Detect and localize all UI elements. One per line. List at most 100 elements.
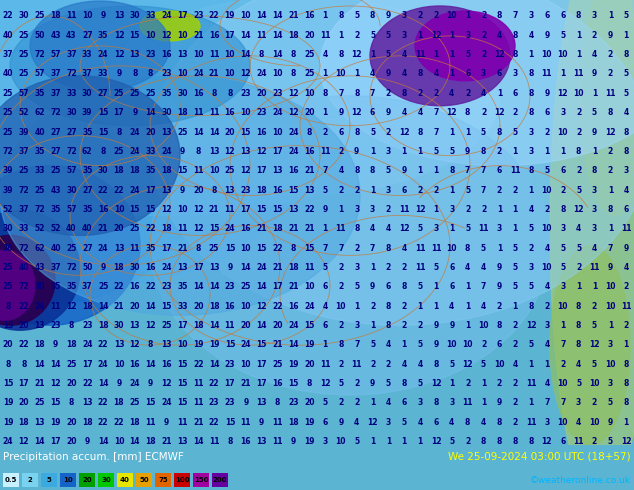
Text: 1: 1 (322, 108, 328, 117)
Text: 15: 15 (256, 341, 267, 349)
Text: 10: 10 (589, 417, 600, 427)
Text: 13: 13 (256, 398, 267, 407)
Text: 4: 4 (417, 108, 423, 117)
Text: 7: 7 (560, 398, 566, 407)
Text: 2: 2 (433, 89, 439, 98)
Bar (60, 473, 76, 487)
Text: 6: 6 (560, 437, 566, 446)
Text: 1: 1 (544, 147, 550, 156)
Text: 11: 11 (50, 302, 61, 311)
Text: 5: 5 (513, 263, 518, 272)
Text: 11: 11 (621, 224, 631, 233)
Text: 19: 19 (304, 341, 314, 349)
Text: 6: 6 (560, 11, 566, 21)
Text: 3: 3 (322, 437, 328, 446)
Text: 2: 2 (544, 127, 550, 137)
Text: 9: 9 (449, 321, 455, 330)
Text: 1: 1 (607, 224, 613, 233)
Text: 3: 3 (576, 398, 581, 407)
Text: 10: 10 (557, 127, 568, 137)
Text: 4: 4 (449, 417, 455, 427)
Text: 18: 18 (193, 321, 204, 330)
Text: 62: 62 (34, 244, 45, 252)
Text: 19: 19 (304, 437, 314, 446)
Bar (79, 473, 95, 487)
Text: 25: 25 (129, 89, 140, 98)
Text: 2: 2 (354, 379, 359, 388)
Text: 52: 52 (18, 108, 29, 117)
Text: 1: 1 (322, 341, 328, 349)
Text: 4: 4 (385, 224, 391, 233)
Text: 18: 18 (256, 186, 267, 195)
Text: 8: 8 (195, 147, 201, 156)
Text: 10: 10 (541, 263, 552, 272)
Ellipse shape (0, 250, 35, 320)
Text: 10: 10 (557, 50, 568, 59)
Text: 57: 57 (66, 166, 77, 175)
Text: 13: 13 (209, 263, 219, 272)
Text: 12: 12 (430, 31, 441, 40)
Text: 21: 21 (161, 437, 172, 446)
Text: 2: 2 (481, 341, 486, 349)
Text: 18: 18 (288, 417, 299, 427)
Text: 9: 9 (53, 341, 58, 349)
Text: 37: 37 (50, 89, 61, 98)
Text: 12: 12 (446, 108, 457, 117)
Text: 8: 8 (528, 70, 534, 78)
Ellipse shape (150, 96, 550, 395)
Text: 10: 10 (240, 360, 251, 368)
Text: 5: 5 (418, 282, 423, 291)
Text: 20: 20 (66, 417, 77, 427)
Text: 16: 16 (193, 89, 204, 98)
Text: 24: 24 (256, 263, 267, 272)
Text: 15: 15 (224, 417, 235, 427)
Text: 21: 21 (288, 282, 299, 291)
Ellipse shape (320, 0, 634, 166)
Text: 72: 72 (66, 147, 77, 156)
Text: 14: 14 (256, 282, 267, 291)
Text: 27: 27 (82, 31, 93, 40)
Text: 4: 4 (544, 282, 550, 291)
Text: 5: 5 (513, 127, 518, 137)
Text: 20: 20 (304, 398, 314, 407)
Text: 30: 30 (113, 321, 124, 330)
Text: 72: 72 (18, 244, 29, 252)
Text: 8: 8 (385, 302, 391, 311)
Text: 14: 14 (145, 302, 156, 311)
Text: 18: 18 (113, 166, 124, 175)
Text: 3: 3 (385, 147, 391, 156)
Text: 18: 18 (98, 321, 108, 330)
Text: 11: 11 (351, 360, 362, 368)
Text: 2: 2 (354, 398, 359, 407)
Text: 13: 13 (209, 147, 219, 156)
Text: 8: 8 (512, 50, 518, 59)
Text: 30: 30 (3, 244, 13, 252)
Ellipse shape (0, 0, 320, 285)
Text: 37: 37 (66, 50, 77, 59)
Text: 11: 11 (526, 379, 536, 388)
Text: 9: 9 (338, 417, 344, 427)
Text: 35: 35 (34, 89, 45, 98)
Text: 2: 2 (401, 302, 407, 311)
Text: 18: 18 (129, 417, 140, 427)
Text: 5: 5 (560, 31, 566, 40)
Text: 3: 3 (496, 224, 502, 233)
Text: 1: 1 (417, 31, 423, 40)
Text: 72: 72 (66, 70, 77, 78)
Text: 3: 3 (560, 282, 566, 291)
Text: 22: 22 (3, 11, 13, 21)
Text: 6: 6 (496, 166, 502, 175)
Text: 5: 5 (481, 127, 486, 137)
Text: 2: 2 (528, 244, 534, 252)
Text: 3: 3 (528, 127, 534, 137)
Text: 25: 25 (240, 282, 251, 291)
Text: 10: 10 (304, 89, 314, 98)
Text: 14: 14 (50, 360, 61, 368)
Text: 11: 11 (224, 321, 235, 330)
Text: 14: 14 (193, 127, 204, 137)
Text: 4: 4 (433, 70, 439, 78)
Text: 10: 10 (605, 282, 616, 291)
Text: 57: 57 (66, 205, 77, 214)
Ellipse shape (370, 6, 510, 106)
Text: 6: 6 (512, 89, 518, 98)
